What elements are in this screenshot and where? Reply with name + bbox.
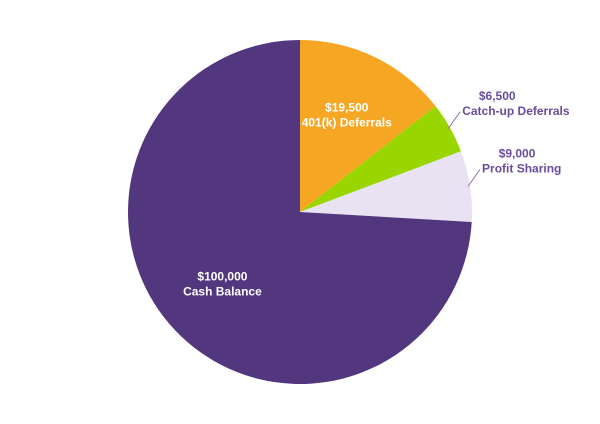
pie-slice [300,106,461,212]
slice-category-label: Cash Balance [183,284,262,298]
slice-value-label: $6,500 [479,89,516,103]
slice-value-label: $100,000 [197,269,247,283]
pie-slice [128,40,472,384]
slice-category-label: Catch-up Deferrals [462,104,570,118]
leader-line [467,169,481,187]
pie-slice [300,40,436,212]
slice-category-label: Profit Sharing [482,162,561,176]
pie-slice [300,151,472,223]
slice-category-label: 401(k) Deferrals [302,115,392,129]
slice-value-label: $19,500 [325,100,369,114]
slice-value-label: $9,000 [499,147,536,161]
leader-line [447,111,461,130]
